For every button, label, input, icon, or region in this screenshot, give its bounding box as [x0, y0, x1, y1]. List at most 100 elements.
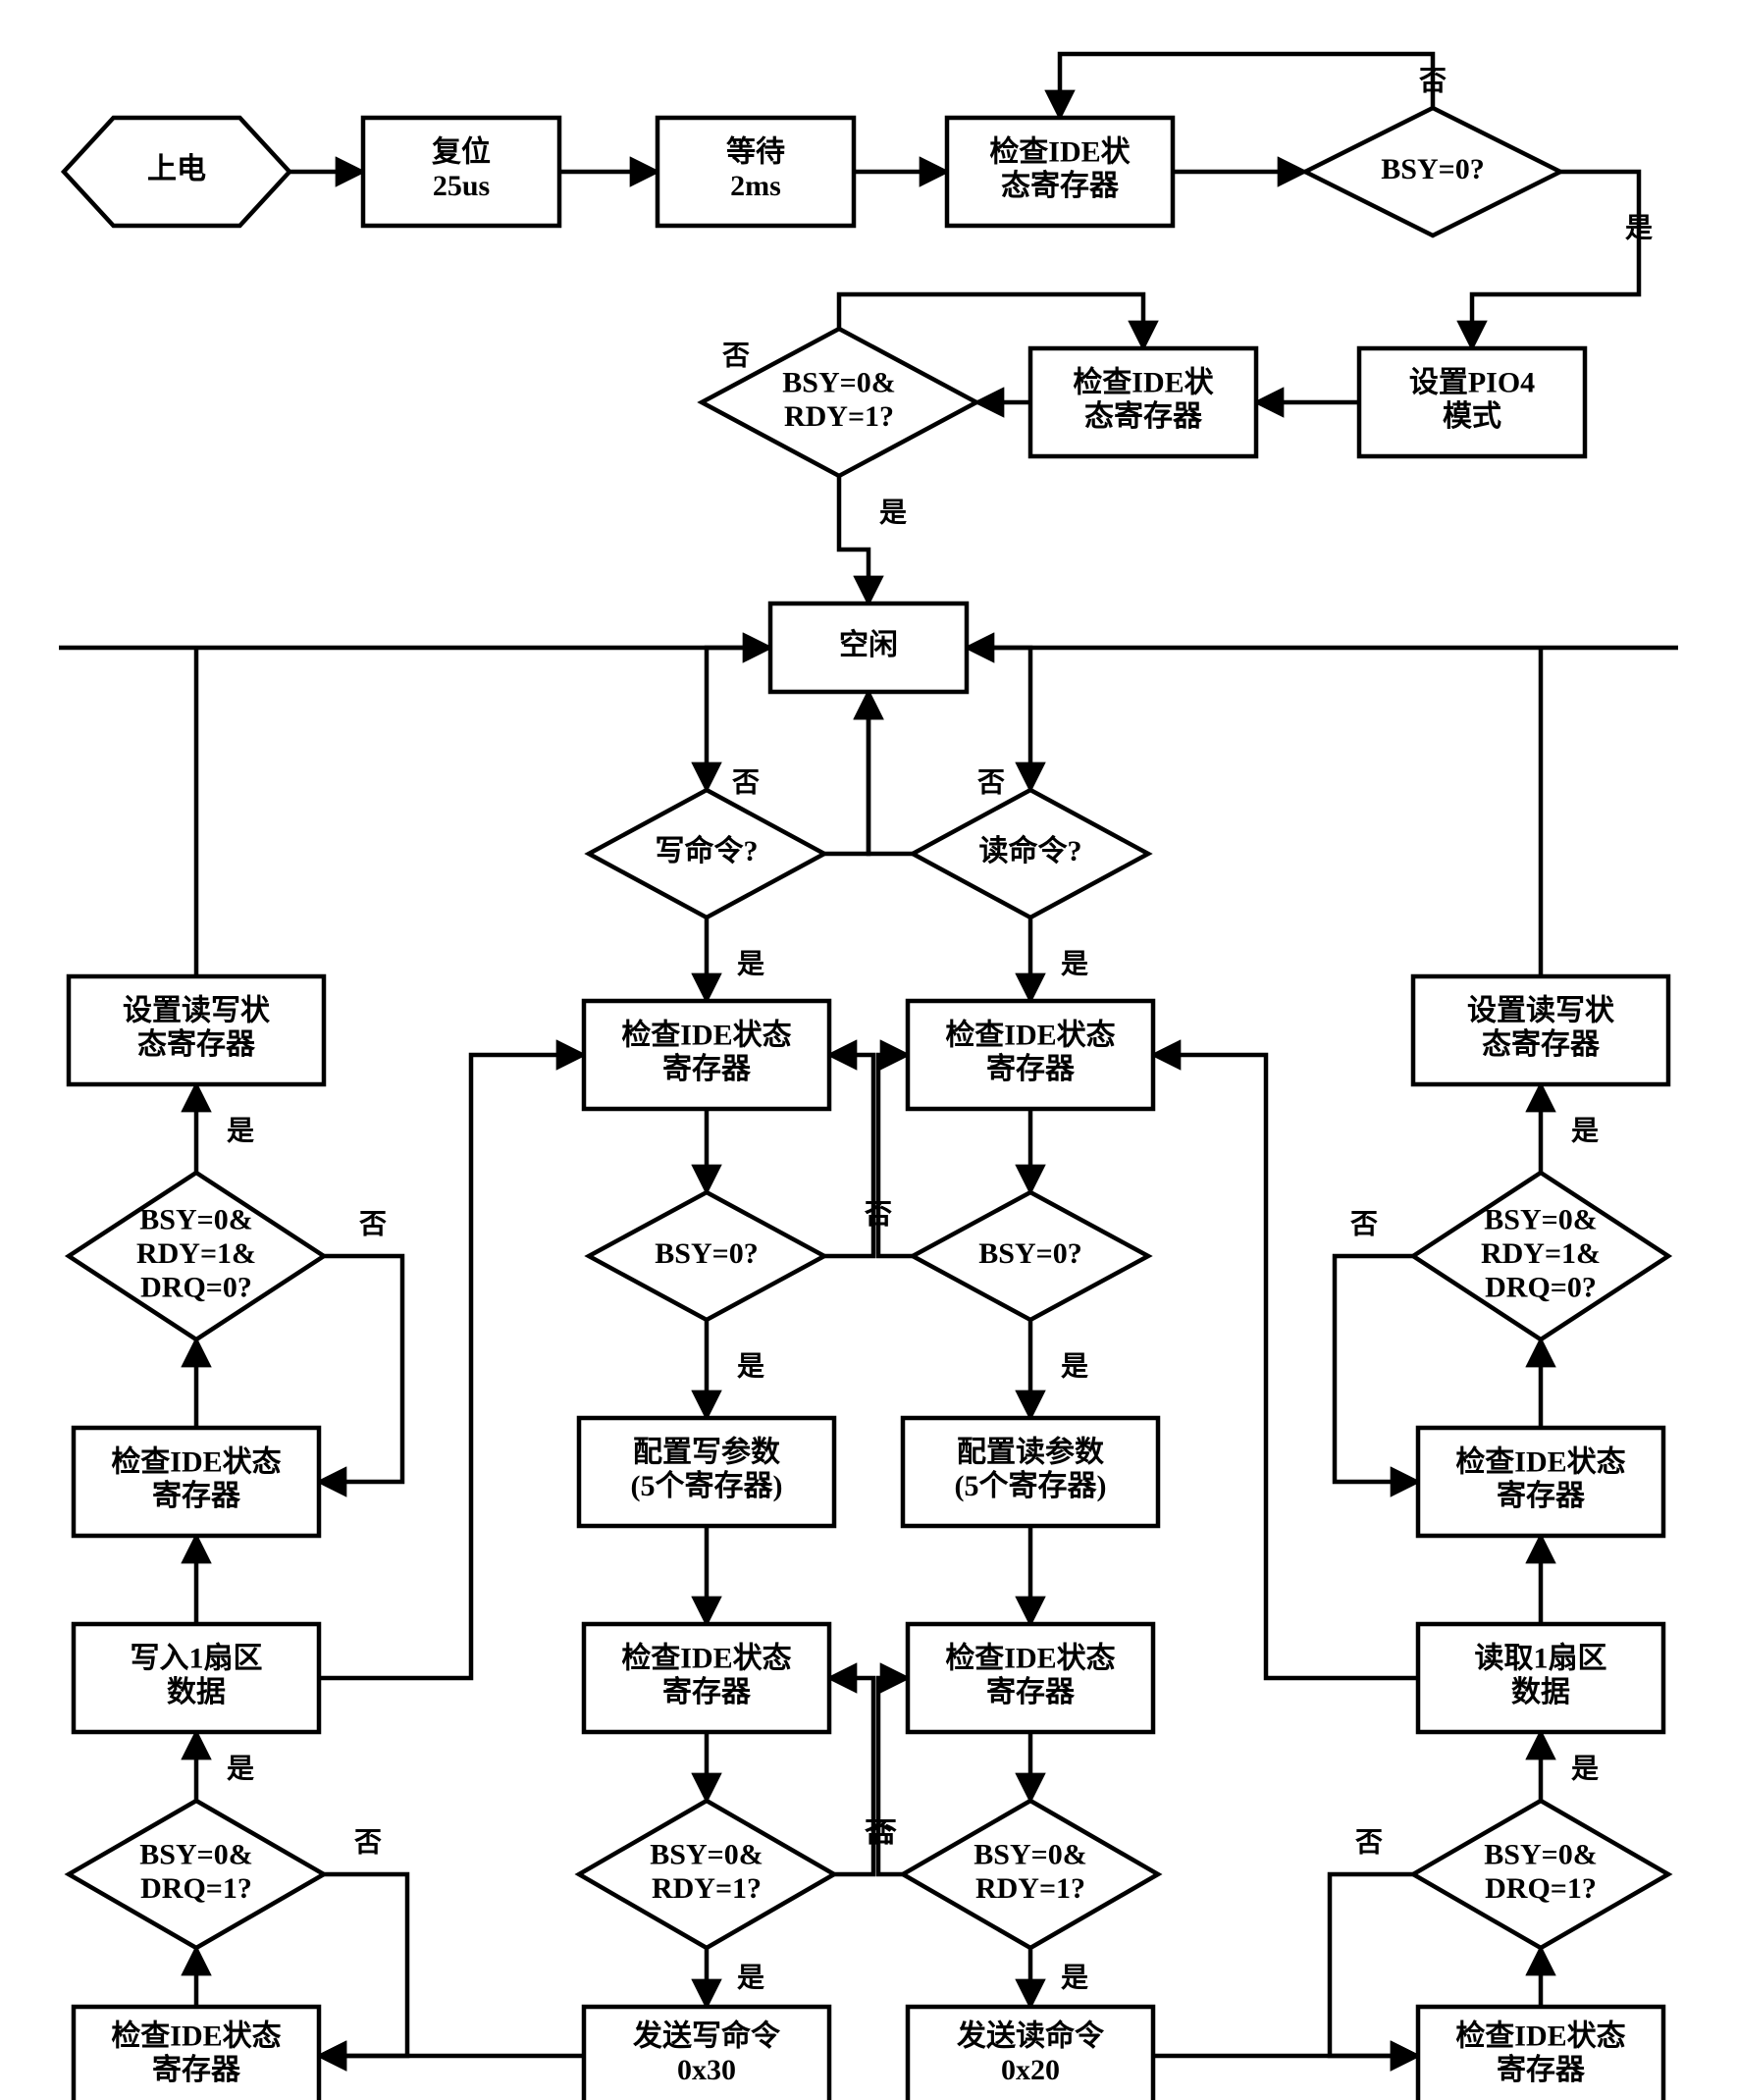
node-chk2: 检查IDE状态寄存器: [1030, 348, 1256, 456]
node-label: 设置读写状: [123, 995, 271, 1027]
node-chkR3: 检查IDE状态寄存器: [908, 1624, 1153, 1732]
node-label: 检查IDE状态: [1455, 2020, 1625, 2053]
node-chkR2: 检查IDE状态寄存器: [1418, 1428, 1663, 1536]
node-label: 读命令?: [979, 834, 1082, 867]
node-setrwR: 设置读写状态寄存器: [1413, 976, 1668, 1084]
node-label: BSY=0&: [1484, 1203, 1597, 1235]
edge-label: 是: [737, 1351, 764, 1382]
node-label: BSY=0?: [978, 1237, 1081, 1270]
node-label: 模式: [1443, 400, 1501, 433]
edge: [824, 692, 868, 854]
edge: [1335, 1256, 1418, 1482]
node-condL: BSY=0&RDY=1&DRQ=0?: [69, 1173, 324, 1339]
node-label: 寄存器: [986, 1052, 1076, 1085]
edge-label: 是: [1571, 1754, 1599, 1784]
node-setrwL: 设置读写状态寄存器: [69, 976, 324, 1084]
edge-label: 否: [865, 1817, 892, 1848]
node-label: 0x30: [677, 2054, 736, 2086]
edge-label: 是: [1061, 1963, 1088, 1993]
node-bsydrqL: BSY=0&DRQ=1?: [69, 1801, 324, 1948]
node-label: 配置写参数: [633, 1437, 781, 1469]
node-label: DRQ=1?: [1485, 1872, 1597, 1905]
edge: [839, 476, 868, 604]
node-idle: 空闲: [770, 604, 967, 692]
node-label: 读取1扇区: [1475, 1643, 1607, 1675]
node-condR: BSY=0&RDY=1&DRQ=0?: [1413, 1173, 1668, 1339]
node-label: DRQ=1?: [140, 1872, 252, 1905]
node-label: 写命令?: [656, 834, 759, 867]
node-label: 检查IDE状态: [621, 1642, 791, 1675]
edge: [319, 1874, 407, 2056]
node-label: 复位: [432, 135, 491, 169]
node-label: 25us: [433, 170, 490, 202]
node-chkR4: 检查IDE状态寄存器: [1418, 2007, 1663, 2100]
node-label: (5个寄存器): [955, 1469, 1107, 1502]
node-bsyrdyR: BSY=0&RDY=1?: [903, 1801, 1158, 1948]
node-label: 寄存器: [1497, 1479, 1586, 1512]
node-label: 0x20: [1001, 2054, 1060, 2086]
edge-label: 是: [1625, 213, 1653, 243]
node-label: 寄存器: [152, 2053, 241, 2086]
node-cfgR: 配置读参数(5个寄存器): [903, 1418, 1158, 1526]
node-label: 检查IDE状态: [621, 1019, 791, 1052]
node-label: 态寄存器: [1084, 399, 1203, 433]
node-chkW1: 检查IDE状态寄存器: [584, 1001, 829, 1109]
node-label: 写入1扇区: [131, 1643, 263, 1675]
node-wr1: 写入1扇区数据: [74, 1624, 319, 1732]
node-label: 2ms: [730, 170, 781, 202]
edge-label: 否: [1355, 1827, 1383, 1858]
node-sendW: 发送写命令0x30: [584, 2007, 829, 2100]
node-label: 数据: [167, 1676, 226, 1708]
node-label: DRQ=0?: [140, 1271, 252, 1303]
edge: [319, 1055, 584, 1678]
node-label: BSY=0&: [1484, 1839, 1597, 1871]
node-label: 检查IDE状态: [1455, 1445, 1625, 1479]
node-label: BSY=0&: [974, 1839, 1086, 1871]
node-label: 态寄存器: [137, 1027, 256, 1061]
node-power: 上电: [64, 118, 290, 226]
node-label: 检查IDE状态: [945, 1019, 1115, 1052]
edge-label: 否: [1419, 66, 1447, 96]
edge-label: 是: [227, 1116, 254, 1146]
nodes-layer: 上电复位25us等待2ms检查IDE状态寄存器BSY=0?设置PIO4模式检查I…: [64, 108, 1668, 2100]
node-rcmd: 读命令?: [913, 790, 1148, 918]
node-wcmd: 写命令?: [589, 790, 824, 918]
edge-label: 是: [1061, 949, 1088, 979]
node-label: BSY=0&: [650, 1839, 763, 1871]
node-label: BSY=0?: [655, 1237, 758, 1270]
edge-label: 是: [737, 949, 764, 979]
node-bsy1: BSY=0?: [1305, 108, 1560, 236]
node-label: 态寄存器: [1482, 1027, 1601, 1061]
node-label: 设置PIO4: [1409, 367, 1535, 399]
node-label: 设置读写状: [1467, 995, 1615, 1027]
node-bsyR: BSY=0?: [913, 1192, 1148, 1320]
node-label: 配置读参数: [957, 1437, 1105, 1469]
edge: [1330, 1874, 1418, 2056]
edge-label: 否: [722, 341, 750, 371]
node-label: RDY=1?: [652, 1872, 762, 1905]
node-chkL2: 检查IDE状态寄存器: [74, 1428, 319, 1536]
edge: [1060, 54, 1433, 118]
node-label: 上电: [147, 153, 206, 185]
node-chk1: 检查IDE状态寄存器: [947, 118, 1173, 226]
edge: [319, 1256, 402, 1482]
node-bsyrdyW: BSY=0&RDY=1?: [579, 1801, 834, 1948]
node-label: RDY=1&: [136, 1237, 256, 1270]
node-pio4: 设置PIO4模式: [1359, 348, 1585, 456]
node-label: 数据: [1511, 1676, 1570, 1708]
node-label: BSY=0?: [1381, 153, 1484, 185]
node-bsyW: BSY=0?: [589, 1192, 824, 1320]
node-label: 发送读命令: [956, 2020, 1105, 2053]
node-label: 发送写命令: [632, 2020, 781, 2053]
edge-label: 否: [359, 1209, 387, 1239]
node-label: 态寄存器: [1001, 169, 1120, 202]
node-label: RDY=1?: [784, 400, 894, 433]
edge-label: 是: [1571, 1116, 1599, 1146]
edge: [1153, 1055, 1418, 1678]
edge-label: 是: [737, 1963, 764, 1993]
node-sendR: 发送读命令0x20: [908, 2007, 1153, 2100]
flowchart-canvas: 否是否是是是否否是是否否是是否否是是否否是是否否上电复位25us等待2ms检查I…: [0, 0, 1737, 2100]
edge: [839, 294, 1143, 348]
node-label: 寄存器: [1497, 2053, 1586, 2086]
node-label: 寄存器: [152, 1479, 241, 1512]
